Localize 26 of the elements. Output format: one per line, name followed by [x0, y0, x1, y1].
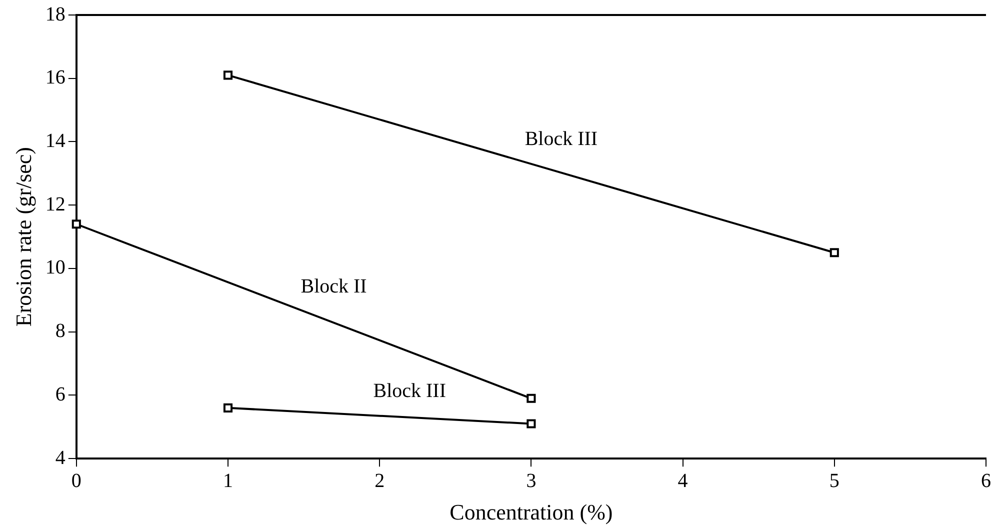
x-tick-label: 6 [981, 470, 991, 492]
series-label: Block II [300, 276, 367, 298]
point [223, 70, 233, 80]
point [830, 248, 839, 258]
x-tick-label: 4 [678, 470, 688, 492]
y-tick-label: 16 [45, 66, 66, 89]
y-axis-title: Erosion rate (gr/sec) [10, 147, 36, 327]
y-tick-label: 4 [55, 446, 66, 469]
y-tick-label: 14 [45, 130, 66, 152]
y-tick-label: 18 [45, 3, 66, 26]
series-label: Block III [524, 128, 598, 150]
y-tick-label: 8 [55, 320, 66, 342]
point [526, 419, 536, 428]
y-tick-label: 6 [55, 383, 66, 406]
x-tick-label: 0 [71, 470, 82, 492]
x-tick-label: 5 [829, 470, 840, 492]
series-label: Block III [373, 380, 446, 402]
y-tick-label: 10 [45, 256, 66, 279]
x-tick-label: 1 [223, 470, 233, 492]
point [526, 394, 536, 403]
y-tick-label: 12 [45, 193, 66, 216]
x-tick-label: 2 [374, 470, 385, 492]
x-axis-title: Concentration (%) [450, 500, 613, 525]
point [223, 403, 233, 412]
x-tick-label: 3 [526, 470, 536, 492]
point [72, 220, 81, 229]
